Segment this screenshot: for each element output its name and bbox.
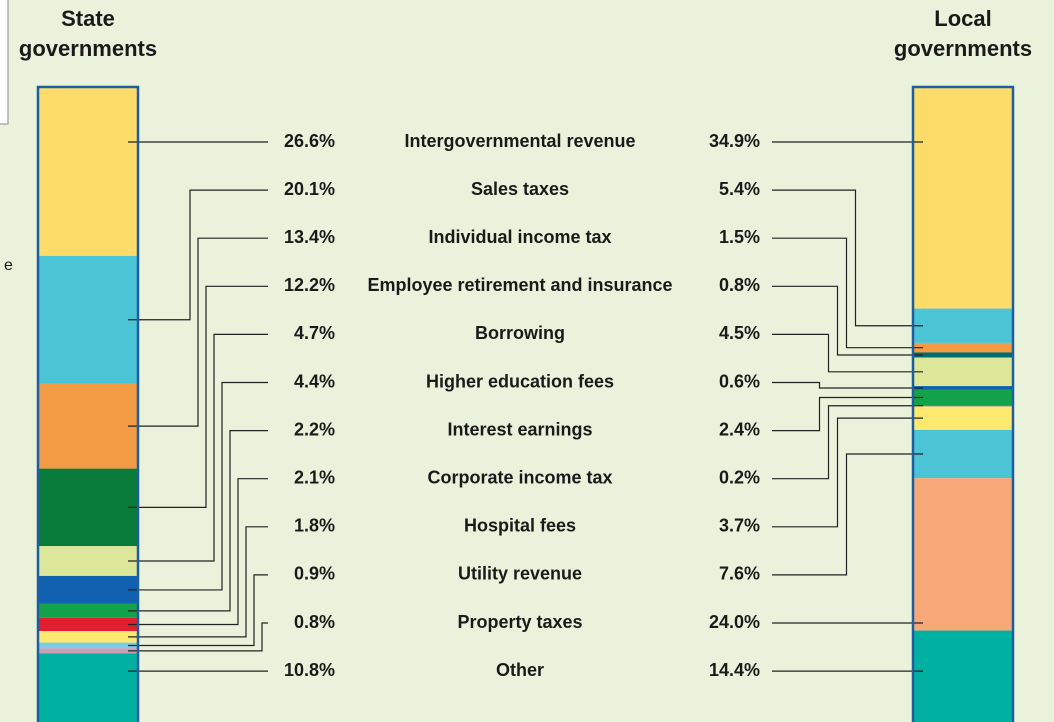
leader-line [128,237,268,427]
bar-title: State governments [19,6,157,61]
bar-segment [913,405,1013,407]
value-label: 0.2% [719,467,760,487]
bar-segment [913,308,1013,343]
category-label: Employee retirement and insurance [367,275,672,295]
leader-line [128,478,268,626]
leader-line [128,622,268,652]
category-label: Hospital fees [464,516,576,536]
bar-segment [38,648,138,654]
leader-line [128,381,268,591]
value-label: 20.1% [284,179,335,199]
value-label: 4.4% [294,371,335,391]
bar-segment [38,546,138,576]
leader-line [772,453,923,576]
bar-segment [913,389,1013,406]
category-label: Utility revenue [458,564,582,584]
bar-segment [38,468,138,547]
value-label: 10.8% [284,660,335,680]
leader-line [772,405,923,480]
value-label: 13.4% [284,227,335,247]
value-label: 2.4% [719,419,760,439]
bar-segment [913,357,1013,387]
value-label: 14.4% [709,660,760,680]
bar-segment [38,653,138,722]
leader-line [772,237,923,349]
leader-line [772,333,923,373]
bar-segment [913,406,1013,430]
bar-segment [38,255,138,384]
category-label: Other [496,660,544,680]
value-label: 34.9% [709,131,760,151]
value-label: 0.6% [719,371,760,391]
leader-line [128,574,268,647]
category-label: Higher education fees [426,371,614,391]
bar-segment [913,386,1013,390]
bar-segment [913,87,1013,309]
value-label: 4.7% [294,323,335,343]
value-label: 0.9% [294,564,335,584]
bar-segment [913,478,1013,631]
leader-line [128,526,268,638]
bar-outline [911,85,1015,722]
side-panel [0,0,9,125]
category-label: Borrowing [475,323,565,343]
bar-segment [38,87,138,256]
bar-segment [38,603,138,618]
value-label: 2.2% [294,419,335,439]
bar-segment [38,631,138,643]
annotation: e [4,257,13,274]
category-label: Interest earnings [447,419,592,439]
bar-segment [913,630,1013,722]
value-label: 0.8% [294,612,335,632]
value-label: 7.6% [719,564,760,584]
bar-segment [913,429,1013,479]
value-label: 0.8% [719,275,760,295]
bar-segment [38,617,138,632]
category-label: Property taxes [457,612,582,632]
category-label: Intergovernmental revenue [404,131,635,151]
category-label: Corporate income tax [427,467,612,487]
leader-line [128,333,268,562]
value-label: 12.2% [284,275,335,295]
value-label: 1.5% [719,227,760,247]
leader-line [128,285,268,508]
value-label: 1.8% [294,516,335,536]
leader-line [128,189,268,321]
value-label: 3.7% [719,516,760,536]
bar-segment [38,642,138,649]
leader-line [128,430,268,612]
category-label: Sales taxes [471,179,569,199]
bar-outline [36,85,140,722]
leader-line [772,417,923,528]
value-label: 26.6% [284,131,335,151]
bar-segment [913,342,1013,353]
leader-line [772,396,923,432]
leader-line [772,381,923,389]
value-label: 4.5% [719,323,760,343]
bar-segment [913,352,1013,358]
leader-line [772,189,923,327]
value-label: 2.1% [294,467,335,487]
bar-segment [38,575,138,604]
value-label: 24.0% [709,612,760,632]
bar-segment [38,383,138,469]
value-label: 5.4% [719,179,760,199]
category-label: Individual income tax [428,227,611,247]
bar-title: Local governments [894,6,1032,61]
leader-line [772,285,923,356]
